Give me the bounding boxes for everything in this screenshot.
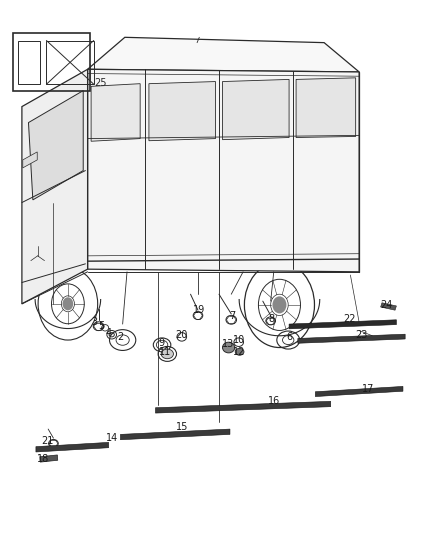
Polygon shape xyxy=(315,386,403,397)
Text: 9: 9 xyxy=(158,338,164,348)
Text: 2: 2 xyxy=(117,332,124,342)
Text: 17: 17 xyxy=(362,384,374,394)
Ellipse shape xyxy=(235,349,244,356)
Polygon shape xyxy=(120,429,230,440)
Polygon shape xyxy=(298,334,405,343)
Text: 14: 14 xyxy=(106,433,118,443)
Polygon shape xyxy=(223,79,289,140)
Text: 22: 22 xyxy=(343,314,356,324)
Polygon shape xyxy=(88,69,359,272)
Text: 15: 15 xyxy=(176,423,188,432)
Polygon shape xyxy=(155,401,331,413)
Text: 20: 20 xyxy=(176,330,188,340)
Text: 21: 21 xyxy=(41,437,53,446)
Text: 11: 11 xyxy=(159,347,172,357)
Bar xyxy=(40,455,58,462)
Bar xyxy=(13,33,90,91)
Text: 24: 24 xyxy=(380,300,392,310)
Text: 18: 18 xyxy=(37,455,49,464)
Polygon shape xyxy=(381,303,396,310)
Polygon shape xyxy=(91,84,140,141)
Text: 4: 4 xyxy=(106,328,112,337)
Polygon shape xyxy=(296,78,356,138)
Text: 7: 7 xyxy=(229,311,235,320)
Text: 10: 10 xyxy=(233,335,245,345)
Text: 5: 5 xyxy=(99,321,105,331)
Polygon shape xyxy=(36,442,109,452)
Polygon shape xyxy=(289,320,396,329)
Text: 23: 23 xyxy=(355,330,367,340)
Text: 12: 12 xyxy=(233,347,245,357)
Bar xyxy=(18,41,40,84)
Circle shape xyxy=(63,297,73,310)
Text: 8: 8 xyxy=(268,314,275,324)
Polygon shape xyxy=(28,91,83,200)
Bar xyxy=(24,232,50,280)
Text: 16: 16 xyxy=(268,396,280,406)
Bar xyxy=(46,41,94,84)
Polygon shape xyxy=(149,82,215,141)
Polygon shape xyxy=(22,69,88,304)
Ellipse shape xyxy=(161,349,173,359)
Text: 19: 19 xyxy=(193,305,205,315)
Circle shape xyxy=(272,296,286,313)
Text: 25: 25 xyxy=(94,78,107,87)
Text: 6: 6 xyxy=(286,332,292,342)
Polygon shape xyxy=(88,37,359,72)
Polygon shape xyxy=(23,152,37,168)
Text: 13: 13 xyxy=(222,339,234,349)
Ellipse shape xyxy=(223,342,235,353)
Text: 3: 3 xyxy=(91,318,97,327)
